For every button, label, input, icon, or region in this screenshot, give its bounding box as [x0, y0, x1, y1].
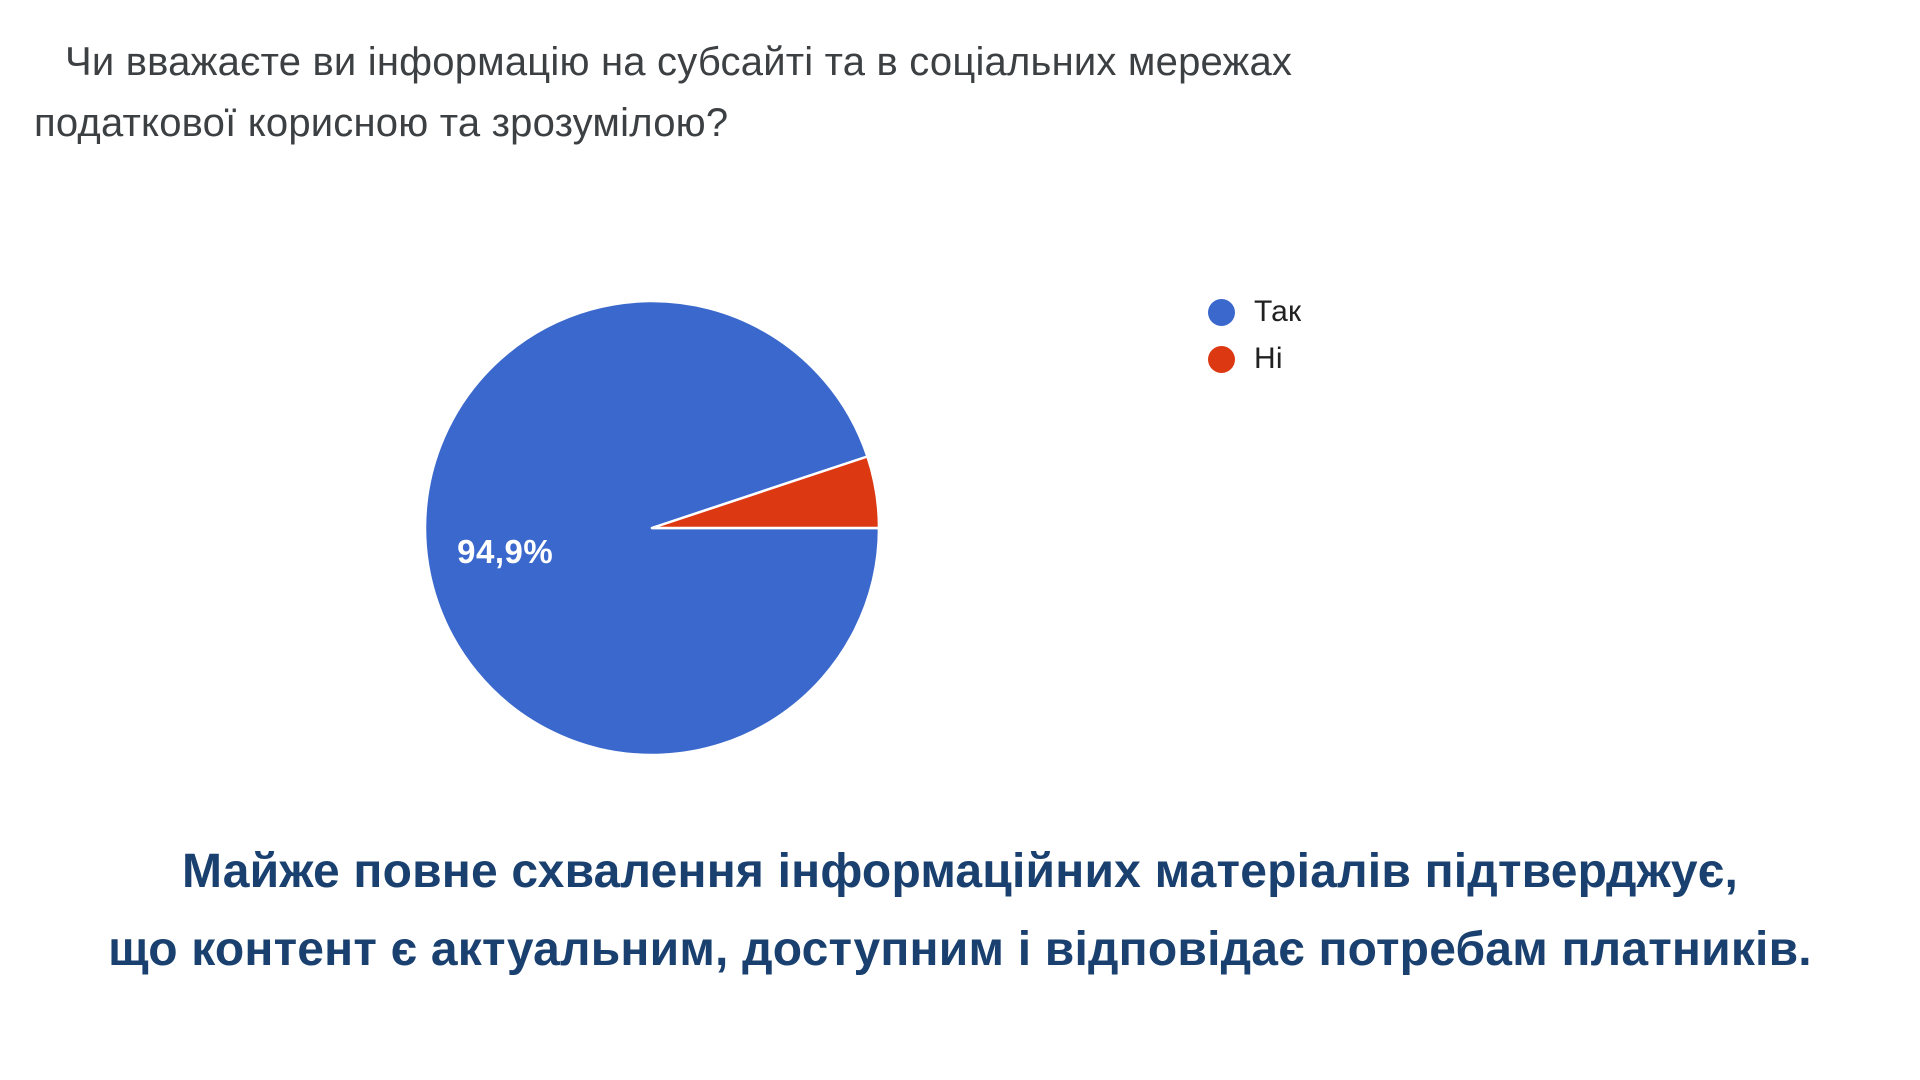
legend-item-yes: Так: [1208, 295, 1302, 328]
pie-slice-label: 94,9%: [457, 532, 554, 570]
question-title-line1: Чи вважаєте ви інформацію на субсайті та…: [65, 40, 1293, 84]
question-title: Чи вважаєте ви інформацію на субсайті та…: [34, 32, 1292, 154]
chart-legend: Так Ні: [1208, 295, 1302, 375]
caption-line1: Майже повне схвалення інформаційних мате…: [181, 845, 1739, 898]
pie-slice-no: [650, 455, 881, 530]
pie-chart: 94,9%: [402, 278, 902, 778]
legend-item-no: Ні: [1208, 342, 1301, 375]
question-title-line2: податкової корисною та зрозумілою?: [34, 101, 729, 145]
pie-svg: [423, 299, 881, 757]
legend-label-yes: Так: [1254, 295, 1302, 328]
caption-line2: що контент є актуальним, доступним і від…: [108, 923, 1812, 976]
legend-dot-no-icon: [1208, 345, 1235, 373]
legend-label-no: Ні: [1254, 342, 1283, 375]
caption: Майже повне схвалення інформаційних мате…: [0, 833, 1920, 989]
legend-dot-yes-icon: [1208, 298, 1235, 326]
